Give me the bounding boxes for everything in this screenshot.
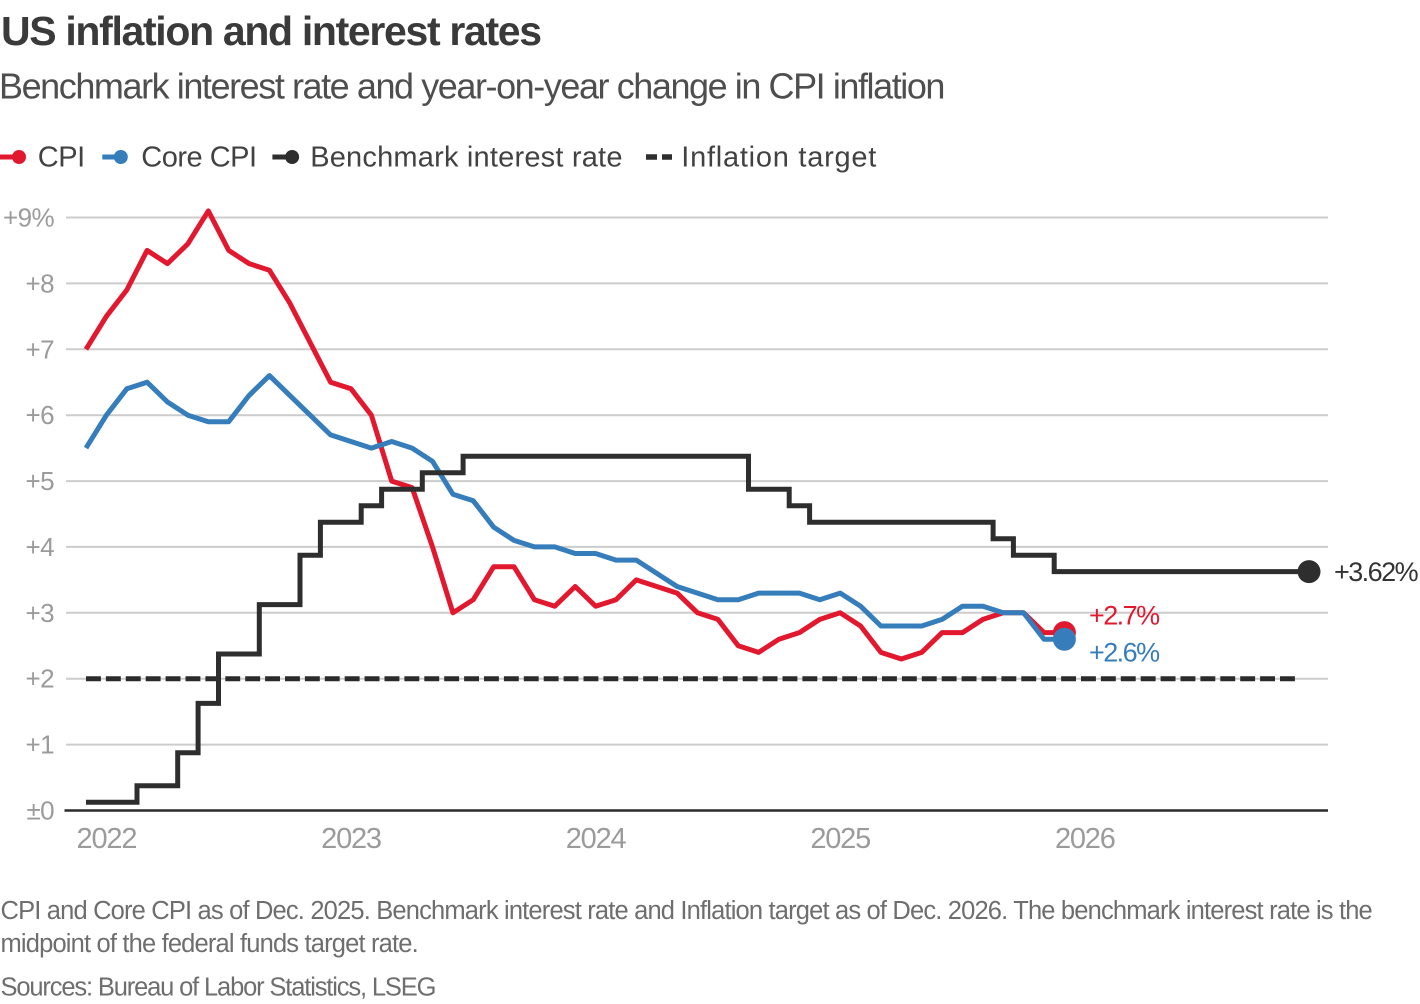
svg-text:+4: +4 — [26, 532, 55, 562]
svg-text:Benchmark interest rate and ye: Benchmark interest rate and year-on-year… — [0, 65, 944, 106]
svg-text:+9%: +9% — [3, 203, 54, 233]
svg-text:+1: +1 — [26, 730, 55, 760]
svg-text:2024: 2024 — [566, 823, 627, 855]
svg-text:+5: +5 — [26, 466, 55, 496]
svg-text:Benchmark interest rate: Benchmark interest rate — [310, 142, 622, 174]
svg-text:+3.62%: +3.62% — [1334, 557, 1419, 587]
svg-text:Core CPI: Core CPI — [141, 142, 256, 174]
svg-text:+2.7%: +2.7% — [1089, 601, 1160, 631]
svg-text:+2.6%: +2.6% — [1089, 638, 1160, 668]
svg-text:Inflation target: Inflation target — [681, 142, 877, 174]
svg-text:+2: +2 — [26, 664, 55, 694]
svg-text:+7: +7 — [26, 334, 55, 364]
svg-text:US inflation and interest rate: US inflation and interest rates — [1, 8, 541, 54]
svg-text:2026: 2026 — [1055, 823, 1115, 855]
svg-text:2025: 2025 — [810, 823, 870, 855]
svg-text:2023: 2023 — [321, 823, 381, 855]
svg-text:Sources: Bureau of Labor Stati: Sources: Bureau of Labor Statistics, LSE… — [1, 974, 436, 1002]
svg-text:CPI and Core CPI as of Dec. 20: CPI and Core CPI as of Dec. 2025. Benchm… — [1, 897, 1373, 925]
svg-text:2022: 2022 — [77, 823, 137, 855]
svg-text:+3: +3 — [26, 598, 55, 628]
svg-text:+6: +6 — [26, 400, 55, 430]
svg-text:midpoint of the federal funds: midpoint of the federal funds target rat… — [1, 930, 418, 958]
svg-text:CPI: CPI — [38, 142, 85, 174]
svg-text:+8: +8 — [26, 268, 55, 298]
svg-text:±0: ±0 — [26, 796, 54, 826]
